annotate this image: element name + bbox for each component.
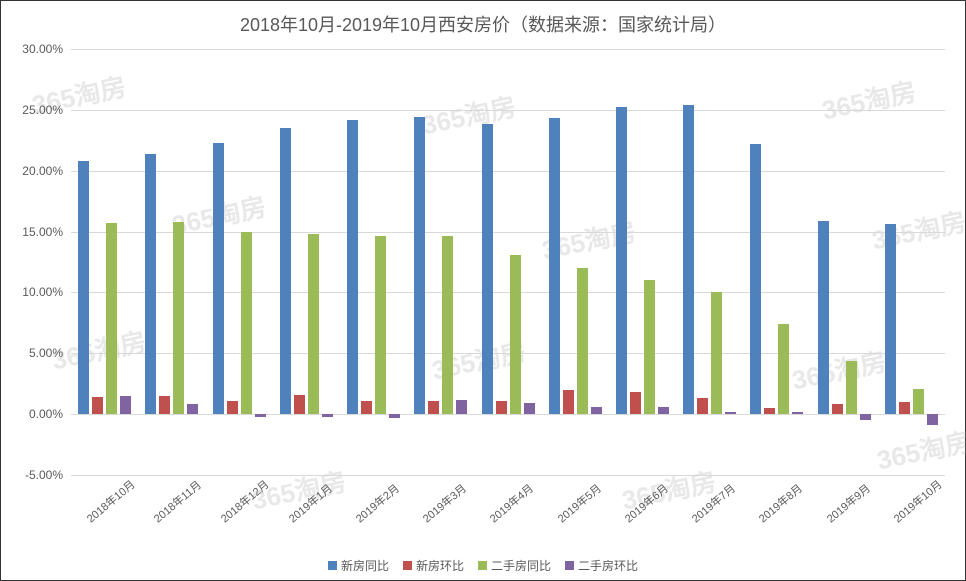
legend-label: 新房环比 xyxy=(416,557,464,574)
bar-group xyxy=(609,49,676,475)
bar xyxy=(549,49,560,475)
bar xyxy=(563,49,574,475)
bar xyxy=(227,49,238,475)
bar xyxy=(792,49,803,475)
bar xyxy=(725,49,736,475)
legend-item: 新房环比 xyxy=(403,557,464,574)
y-tick-label: 5.00% xyxy=(11,346,63,360)
bar-group xyxy=(71,49,138,475)
x-tick-label: 2019年10月 xyxy=(887,468,966,553)
legend: 新房同比 新房环比 二手房同比 二手房环比 xyxy=(1,557,965,574)
bar xyxy=(159,49,170,475)
legend-swatch xyxy=(478,561,487,570)
bar xyxy=(255,49,266,475)
bar-group xyxy=(474,49,541,475)
bar-group xyxy=(340,49,407,475)
legend-label: 二手房同比 xyxy=(491,557,551,574)
bar xyxy=(106,49,117,475)
bar xyxy=(658,49,669,475)
bar xyxy=(711,49,722,475)
legend-item: 二手房同比 xyxy=(478,557,551,574)
bar xyxy=(913,49,924,475)
bar xyxy=(375,49,386,475)
bar xyxy=(697,49,708,475)
bar xyxy=(442,49,453,475)
bar xyxy=(818,49,829,475)
bar-group xyxy=(811,49,878,475)
y-tick-label: 20.00% xyxy=(11,164,63,178)
bar xyxy=(322,49,333,475)
legend-item: 新房同比 xyxy=(328,557,389,574)
bar xyxy=(683,49,694,475)
bar xyxy=(832,49,843,475)
bar xyxy=(414,49,425,475)
bar-group xyxy=(542,49,609,475)
bar xyxy=(764,49,775,475)
bar xyxy=(308,49,319,475)
bar xyxy=(860,49,871,475)
bar xyxy=(885,49,896,475)
bar xyxy=(778,49,789,475)
bar xyxy=(510,49,521,475)
bar xyxy=(213,49,224,475)
bar xyxy=(347,49,358,475)
bar xyxy=(361,49,372,475)
bar xyxy=(78,49,89,475)
bar xyxy=(750,49,761,475)
y-tick-label: 25.00% xyxy=(11,103,63,117)
bar xyxy=(456,49,467,475)
bar xyxy=(482,49,493,475)
y-tick-label: 0.00% xyxy=(11,407,63,421)
bar xyxy=(120,49,131,475)
bar xyxy=(145,49,156,475)
plot-area: -5.00%0.00%5.00%10.00%15.00%20.00%25.00%… xyxy=(71,49,945,475)
bar xyxy=(524,49,535,475)
bar-group xyxy=(743,49,810,475)
bar xyxy=(428,49,439,475)
bar-group xyxy=(273,49,340,475)
chart-container: 2018年10月-2019年10月西安房价（数据来源：国家统计局） 365淘房3… xyxy=(0,0,966,581)
bar xyxy=(496,49,507,475)
bar-group xyxy=(407,49,474,475)
bar xyxy=(389,49,400,475)
legend-swatch xyxy=(403,561,412,570)
chart-title: 2018年10月-2019年10月西安房价（数据来源：国家统计局） xyxy=(1,1,965,43)
bar xyxy=(927,49,938,475)
bar xyxy=(173,49,184,475)
y-tick-label: 10.00% xyxy=(11,285,63,299)
bar xyxy=(294,49,305,475)
bar-group xyxy=(878,49,945,475)
legend-label: 新房同比 xyxy=(341,557,389,574)
bars-wrap xyxy=(71,49,945,475)
bar xyxy=(846,49,857,475)
bar xyxy=(899,49,910,475)
bar xyxy=(187,49,198,475)
legend-swatch xyxy=(328,561,337,570)
bar xyxy=(241,49,252,475)
bar-group xyxy=(205,49,272,475)
bar xyxy=(577,49,588,475)
bar xyxy=(92,49,103,475)
y-tick-label: 30.00% xyxy=(11,42,63,56)
bar xyxy=(644,49,655,475)
y-tick-label: -5.00% xyxy=(11,468,63,482)
bar-group xyxy=(138,49,205,475)
legend-item: 二手房环比 xyxy=(565,557,638,574)
bar xyxy=(280,49,291,475)
x-axis-labels: 2018年10月2018年11月2018年12月2019年1月2019年2月20… xyxy=(71,485,945,540)
legend-label: 二手房环比 xyxy=(578,557,638,574)
bar xyxy=(591,49,602,475)
bar-group xyxy=(676,49,743,475)
bar xyxy=(616,49,627,475)
y-tick-label: 15.00% xyxy=(11,225,63,239)
bar xyxy=(630,49,641,475)
legend-swatch xyxy=(565,561,574,570)
